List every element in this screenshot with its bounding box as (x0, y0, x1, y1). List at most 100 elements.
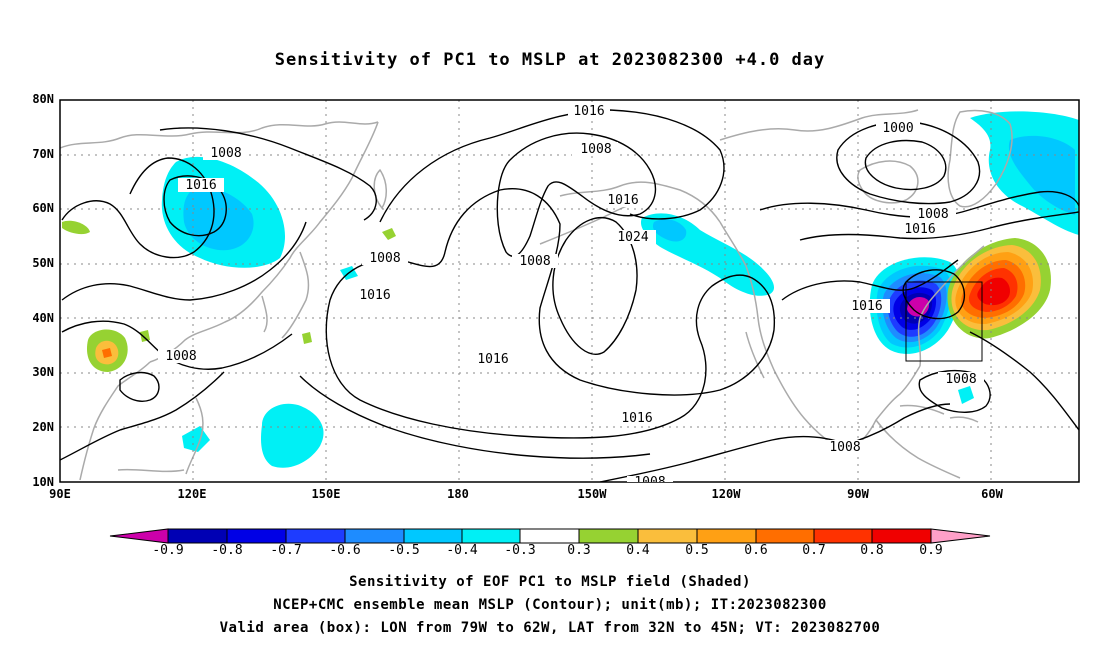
contour-label: 1008 (165, 349, 196, 364)
chart-title: Sensitivity of PC1 to MSLP at 2023082300… (274, 50, 826, 70)
lat-label-50n: 50N (32, 256, 54, 270)
colorbar-low-arrow (109, 528, 169, 544)
contour-aleutian-1008 (496, 132, 657, 257)
coast-hudson (857, 160, 919, 204)
lat-label-20n: 20N (32, 420, 54, 434)
lat-label-10n: 10N (32, 475, 54, 489)
lon-label-120w: 120W (711, 487, 741, 501)
colorbar-bin (696, 528, 757, 544)
colorbar-bin (871, 528, 932, 544)
coast-philippines (185, 397, 204, 475)
valid-area-box (905, 281, 983, 362)
contour-caribbean-1008 (845, 403, 951, 445)
colorbar-label: 0.3 (567, 543, 591, 558)
colorbar-bin (813, 528, 873, 544)
coast-korea (261, 295, 268, 333)
contour-label: 1024 (617, 230, 648, 245)
shade-wpac-cyan (261, 403, 324, 468)
contour-us-1016 (781, 259, 959, 301)
coast-indonesia (117, 468, 185, 473)
colorbar-bin (285, 528, 346, 544)
map-frame (59, 99, 1080, 483)
contour-label: 1016 (904, 222, 935, 237)
colorbar-bin (461, 528, 521, 544)
lat-label-70n: 70N (32, 147, 54, 161)
colorbar-label: -0.7 (270, 543, 302, 558)
coast-alaska (559, 181, 721, 223)
contour-label: 1008 (369, 251, 400, 266)
coast-central-america (875, 419, 961, 479)
shade-caribbean-cyan (958, 386, 974, 404)
colorbar (109, 528, 991, 544)
shade-atlantic-blue (1008, 135, 1075, 215)
contour-label: 1016 (185, 178, 216, 193)
contour-south-1008 (599, 435, 847, 482)
contour-subtropic-1016 (299, 375, 651, 459)
shade-green-patch-1 (62, 220, 90, 235)
contour-label: 1000 (882, 121, 913, 136)
shade-siberia-inner (183, 187, 254, 251)
contour-label: 1016 (477, 352, 508, 367)
colorbar-label: 0.4 (626, 543, 650, 558)
colorbar-bin (519, 528, 580, 544)
colorbar-bin (637, 528, 698, 544)
contour-atlantic-1016 (969, 331, 1079, 431)
colorbar-label: -0.4 (446, 543, 478, 558)
shade-green-patch-2 (382, 228, 396, 240)
colorbar-bin (578, 528, 639, 544)
shade-green-patch-3 (140, 330, 150, 342)
lat-label-30n: 30N (32, 365, 54, 379)
coast-na-east (917, 245, 985, 367)
footer-line-1: Sensitivity of EOF PC1 to MSLP field (Sh… (349, 574, 751, 590)
contour-label: 1008 (210, 146, 241, 161)
colorbar-label: -0.8 (211, 543, 243, 558)
shade-indochina-orange (102, 348, 112, 358)
mslp-contours (60, 109, 1079, 482)
contour-tropic-1008 (60, 371, 225, 461)
colorbar-label: -0.3 (504, 543, 536, 558)
colorbar-bin (226, 528, 287, 544)
contour-atlantic-low (902, 269, 965, 320)
lon-label-150w: 150W (577, 487, 607, 501)
coastlines (60, 109, 1013, 481)
lon-label-60w: 60W (981, 487, 1003, 501)
contour-label: 1008 (580, 142, 611, 157)
colorbar-bin (344, 528, 405, 544)
coast-japan (281, 251, 310, 339)
coast-asia-east (149, 121, 379, 363)
lat-label-40n: 40N (32, 311, 54, 325)
coast-cuba (899, 404, 945, 415)
colorbar-label: -0.5 (388, 543, 420, 558)
coast-arctic-canada (719, 109, 919, 141)
colorbar-label: -0.9 (152, 543, 184, 558)
contour-label: 1008 (945, 372, 976, 387)
coast-asia-north (60, 121, 379, 149)
colorbar-label: 0.7 (802, 543, 826, 558)
colorbar-label: 0.6 (744, 543, 768, 558)
lon-label-90e: 90E (49, 487, 71, 501)
contour-label: 1016 (607, 193, 638, 208)
contour-label: 1016 (573, 104, 604, 119)
lat-label-80n: 80N (32, 92, 54, 106)
footer-line-2: NCEP+CMC ensemble mean MSLP (Contour); u… (273, 597, 827, 613)
coast-greenland (947, 109, 1013, 208)
contour-pacific-1016-north (379, 109, 725, 223)
contour-label: 1008 (829, 440, 860, 455)
coast-se-asia (79, 361, 151, 481)
shade-wpac-cyan-small (182, 426, 210, 452)
colorbar-bin (167, 528, 228, 544)
coast-na-west (719, 221, 847, 453)
contour-label: 1016 (851, 299, 882, 314)
colorbar-bin (403, 528, 463, 544)
colorbar-bin (755, 528, 815, 544)
footer-line-3: Valid area (box): LON from 79W to 62W, L… (219, 620, 881, 636)
shade-green-patch-4 (302, 332, 312, 344)
contour-label: 1008 (519, 254, 550, 269)
contour-labels: 1016 1008 1000 1008 1016 1016 1008 1016 … (158, 104, 984, 490)
contour-label: 1016 (359, 288, 390, 303)
colorbar-label: -0.6 (329, 543, 361, 558)
contour-label: 1016 (621, 411, 652, 426)
lon-label-180: 180 (447, 487, 469, 501)
contour-label: 1008 (634, 475, 665, 490)
